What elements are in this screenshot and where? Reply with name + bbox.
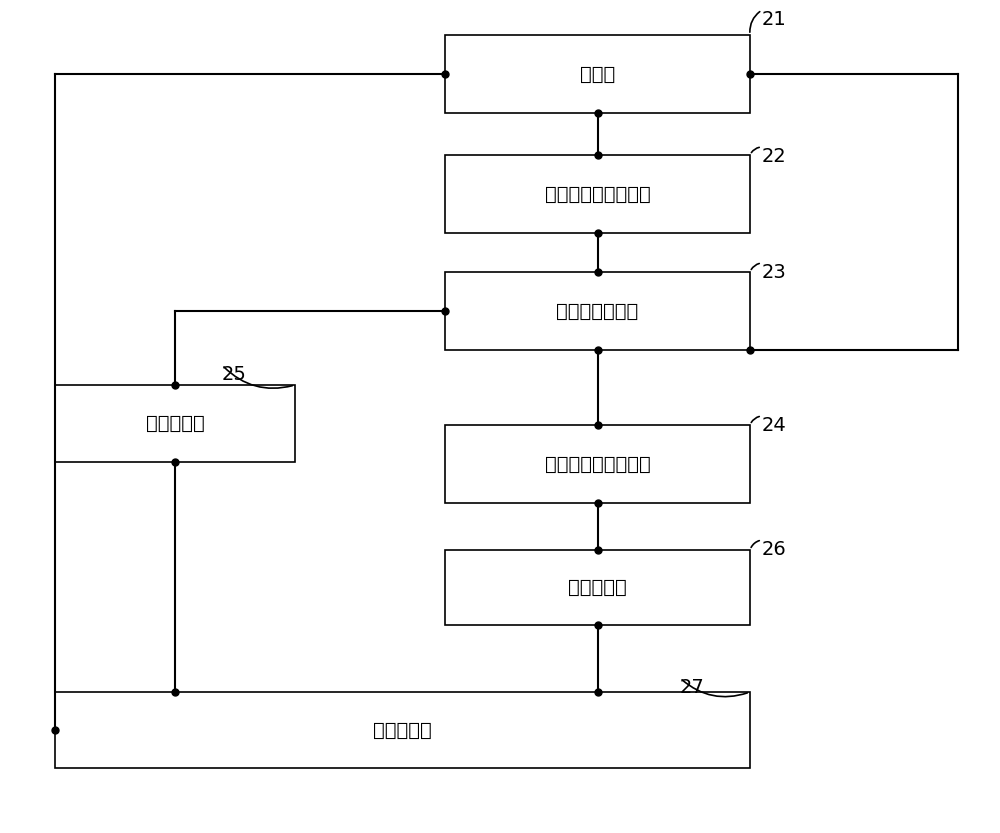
Bar: [445, 425, 750, 503]
Text: 27: 27: [680, 678, 705, 697]
Text: 三维剂量体积装配器: 三维剂量体积装配器: [545, 184, 650, 203]
Bar: [55, 385, 295, 462]
Text: 边界跟踪器: 边界跟踪器: [568, 578, 627, 597]
Text: 图像分割器: 图像分割器: [146, 414, 204, 433]
Text: 结构剂量分布计算器: 结构剂量分布计算器: [545, 455, 650, 473]
Bar: [55, 692, 750, 768]
Text: 23: 23: [762, 263, 787, 282]
Text: 25: 25: [222, 365, 247, 384]
Text: 24: 24: [762, 416, 787, 435]
Bar: [445, 550, 750, 625]
Text: 21: 21: [762, 10, 787, 29]
Text: 场景装配器: 场景装配器: [373, 721, 432, 740]
Text: 接收器: 接收器: [580, 64, 615, 83]
Text: 22: 22: [762, 147, 787, 166]
Text: 26: 26: [762, 540, 787, 559]
Bar: [445, 155, 750, 233]
Bar: [445, 272, 750, 350]
Text: 剂量图像采样器: 剂量图像采样器: [556, 302, 639, 321]
Bar: [445, 35, 750, 113]
